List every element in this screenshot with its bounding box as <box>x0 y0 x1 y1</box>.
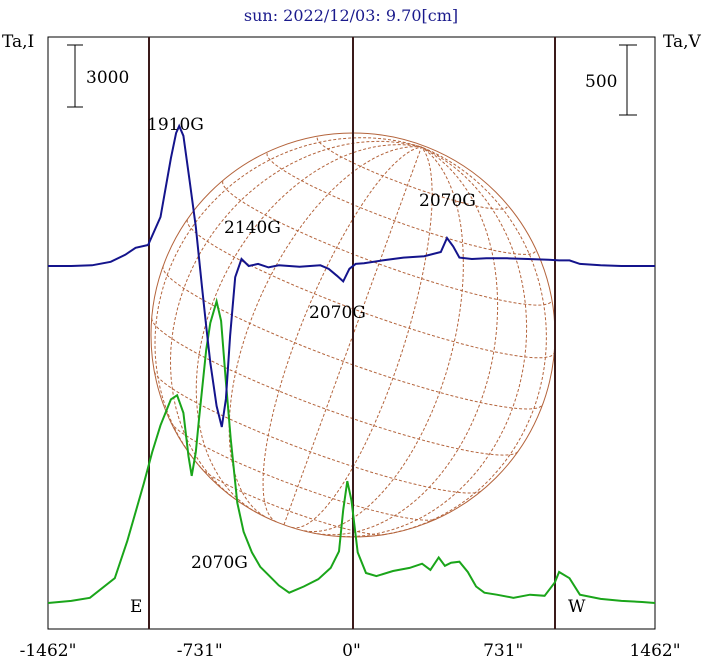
plot-frame <box>47 36 656 630</box>
x-axis-ticks: -1462" -731" 0" 731" 1462" <box>20 641 681 661</box>
chart-title: sun: 2022/12/03: 9.70[cm] <box>244 6 458 25</box>
disk-grid-line <box>291 146 433 529</box>
disk-grid-line <box>316 137 508 210</box>
disk-grid-line <box>384 146 547 536</box>
disk-grid-line <box>154 137 422 469</box>
x-tick-label: 731" <box>483 641 523 661</box>
series-line-stokes-i <box>47 297 656 604</box>
annotation-2140g: 2140G <box>224 218 281 238</box>
x-tick-label: 1462" <box>629 641 680 661</box>
disk-grid-line <box>170 422 437 521</box>
disk-grid-line <box>312 146 499 536</box>
y-axis-label-left: Ta,I <box>2 32 34 52</box>
scale-bar-right <box>619 44 637 116</box>
disk-grid-line <box>304 146 464 533</box>
disk-grid-line <box>195 144 422 514</box>
annotation-2070g-bottom: 2070G <box>191 553 248 573</box>
scale-bar-left <box>67 44 83 108</box>
disk-grid-line <box>222 181 553 306</box>
y-axis-label-right: Ta,V <box>663 32 702 52</box>
annotation-1910g: 1910G <box>147 115 204 135</box>
disk-grid-line <box>151 318 519 456</box>
disk-grid-line <box>169 140 422 500</box>
disk-grid-line <box>228 146 422 517</box>
disk-grid-line <box>337 146 528 538</box>
series-line-stokes-v <box>48 123 655 428</box>
annotation-2070g-center: 2070G <box>309 303 366 323</box>
annotation-2070g-west: 2070G <box>419 191 476 211</box>
limb-label-west: W <box>568 597 586 617</box>
solar-disk-grid <box>151 137 555 538</box>
limb-label-east: E <box>130 597 142 617</box>
x-tick-label: 0" <box>342 641 361 661</box>
x-tick-label: -731" <box>177 641 223 661</box>
scale-bar-right-label: 500 <box>585 72 617 92</box>
disk-grid-line <box>200 467 385 536</box>
x-tick-label: -1462" <box>20 641 77 661</box>
disk-grid-line <box>186 219 555 359</box>
disk-grid-line <box>283 146 422 526</box>
scale-bar-left-label: 3000 <box>86 68 129 88</box>
disk-grid-line <box>262 146 422 523</box>
disk-grid-line <box>266 153 537 255</box>
